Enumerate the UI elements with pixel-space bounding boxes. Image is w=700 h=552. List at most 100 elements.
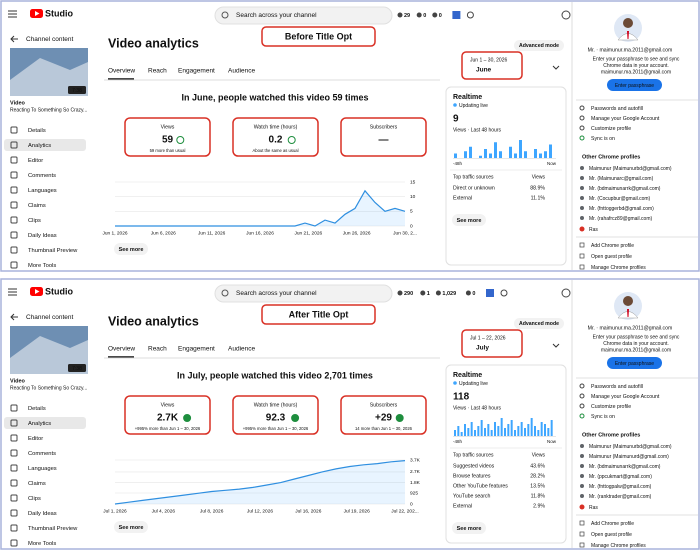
header-stat: 1,029 (442, 291, 456, 297)
trend-fill (115, 460, 405, 504)
other-profile[interactable]: Mr. (bdmaimunarrk@gmail.com) (589, 464, 661, 470)
nav-item[interactable]: Daily Ideas (28, 511, 57, 517)
profile-action[interactable]: Open guest profile (591, 532, 632, 538)
date-chevron[interactable] (552, 343, 560, 348)
tab[interactable]: Engagement (178, 346, 215, 353)
see-more-button[interactable] (114, 243, 148, 255)
tab[interactable]: Overview (108, 68, 135, 75)
metric-label: Views (161, 402, 175, 408)
tab[interactable]: Overview (108, 346, 135, 353)
realtime-bar (540, 422, 543, 436)
metric-trend-icon (395, 414, 404, 422)
passphrase-button[interactable] (607, 79, 662, 91)
advanced-button[interactable] (514, 318, 564, 329)
realtime-see-more-button[interactable] (452, 214, 486, 226)
nav-item[interactable]: Thumbnail Preview (28, 526, 78, 532)
other-profiles-title: Other Chrome profiles (582, 154, 640, 160)
realtime-see-more: See more (457, 526, 482, 532)
create-icon[interactable] (486, 289, 494, 297)
other-profile[interactable]: Maimunur (Maimunurbd@gmail.com) (589, 166, 672, 172)
other-profile[interactable]: Mr. (ppcukmart@gmail.com) (589, 474, 652, 480)
nav-item[interactable]: Details (28, 406, 46, 412)
profile-item[interactable]: Manage your Google Account (591, 394, 660, 400)
search-box[interactable] (214, 284, 393, 303)
back-arrow[interactable] (10, 313, 18, 321)
realtime-bar (500, 418, 503, 436)
metric-value: 0.2 (269, 135, 283, 146)
channel-content: Channel content (26, 36, 74, 43)
date-box[interactable] (461, 51, 523, 80)
nav-item[interactable]: More Tools (28, 263, 56, 269)
profile-action[interactable]: Open guest profile (591, 254, 632, 260)
ras-profile[interactable]: Ras (589, 505, 598, 511)
ras-profile[interactable]: Ras (589, 227, 598, 233)
date-box[interactable] (461, 329, 523, 358)
other-profile[interactable]: Mr. (Cocupbur@gmail.com) (589, 196, 651, 202)
passphrase-button[interactable] (607, 357, 662, 369)
nav-item[interactable]: Thumbnail Preview (28, 248, 78, 254)
tab[interactable]: Audience (228, 346, 255, 353)
metric-value: 59 (162, 135, 174, 146)
nav-item[interactable]: Analytics (28, 143, 51, 149)
nav-icon (10, 464, 18, 472)
profile-action[interactable]: Manage Chrome profiles (591, 543, 646, 549)
tab[interactable]: Reach (148, 346, 167, 353)
profile-action[interactable]: Manage Chrome profiles (591, 265, 646, 271)
logo-play (35, 289, 40, 294)
help-icon[interactable] (561, 10, 571, 20)
back-arrow[interactable] (10, 35, 18, 43)
other-profile[interactable]: Mr. (fnttoggerbd@gmail.com) (589, 206, 654, 212)
profile-action-icon (579, 542, 585, 548)
date-chevron[interactable] (552, 65, 560, 70)
tab[interactable]: Reach (148, 68, 167, 75)
nav-item[interactable]: Claims (28, 481, 46, 487)
other-profile[interactable]: Mr. (bdmaimunarrk@gmail.com) (589, 186, 661, 192)
nav-item[interactable]: Clips (28, 218, 41, 224)
y-tick-label: 2.7K (410, 469, 421, 475)
other-profile-icon (580, 216, 584, 220)
nav-item[interactable]: Details (28, 128, 46, 134)
notification-icon[interactable] (466, 11, 474, 19)
nav-item[interactable]: Comments (28, 173, 56, 179)
nav-item[interactable]: Editor (28, 436, 43, 442)
profile-item[interactable]: Passwords and autofill (591, 106, 643, 112)
nav-item[interactable]: Comments (28, 451, 56, 457)
nav-item[interactable]: Claims (28, 203, 46, 209)
realtime-see-more-button[interactable] (452, 522, 486, 534)
nav-icon (10, 419, 18, 427)
nav-item[interactable]: Editor (28, 158, 43, 164)
duration: 7:38 (72, 88, 82, 94)
nav-icon (10, 434, 18, 442)
profile-action[interactable]: Add Chrome profile (591, 521, 634, 527)
advanced-button[interactable] (514, 40, 564, 51)
profile-item[interactable]: Customize profile (591, 126, 631, 132)
other-profile[interactable]: Maimunur (Maimunurd@gmail.com) (589, 454, 669, 460)
stat-icon (432, 12, 438, 18)
other-profile[interactable]: Mr. (fnttogpalw@gmail.com) (589, 484, 652, 490)
profile-item[interactable]: Customize profile (591, 404, 631, 410)
see-more-button[interactable] (114, 521, 148, 533)
source-name: Browse features (453, 473, 491, 479)
realtime-bar (499, 151, 502, 158)
notification-icon[interactable] (500, 289, 508, 297)
other-profile[interactable]: Mr. (rahafrcz89@gmail.com) (589, 216, 652, 222)
tab[interactable]: Audience (228, 68, 255, 75)
nav-item[interactable]: Analytics (28, 421, 51, 427)
create-icon[interactable] (452, 11, 461, 19)
profile-action[interactable]: Add Chrome profile (591, 243, 634, 249)
nav-item[interactable]: Clips (28, 496, 41, 502)
profile-item[interactable]: Sync is on (591, 136, 615, 142)
search-box[interactable] (214, 6, 393, 25)
other-profile[interactable]: Maimunur (Maimunurbd@gmail.com) (589, 444, 672, 450)
profile-item[interactable]: Sync is on (591, 414, 615, 420)
nav-item[interactable]: Daily Ideas (28, 233, 57, 239)
nav-item[interactable]: Languages (28, 188, 57, 194)
tab[interactable]: Engagement (178, 68, 215, 75)
other-profile[interactable]: Mr. (Maimunarc@gmail.com) (589, 176, 654, 182)
profile-item[interactable]: Manage your Google Account (591, 116, 660, 122)
nav-item[interactable]: Languages (28, 466, 57, 472)
help-icon[interactable] (561, 288, 571, 298)
other-profile[interactable]: Mr. (ranktrader@gmail.com) (589, 494, 652, 500)
nav-item[interactable]: More Tools (28, 541, 56, 547)
profile-item[interactable]: Passwords and autofill (591, 384, 643, 390)
